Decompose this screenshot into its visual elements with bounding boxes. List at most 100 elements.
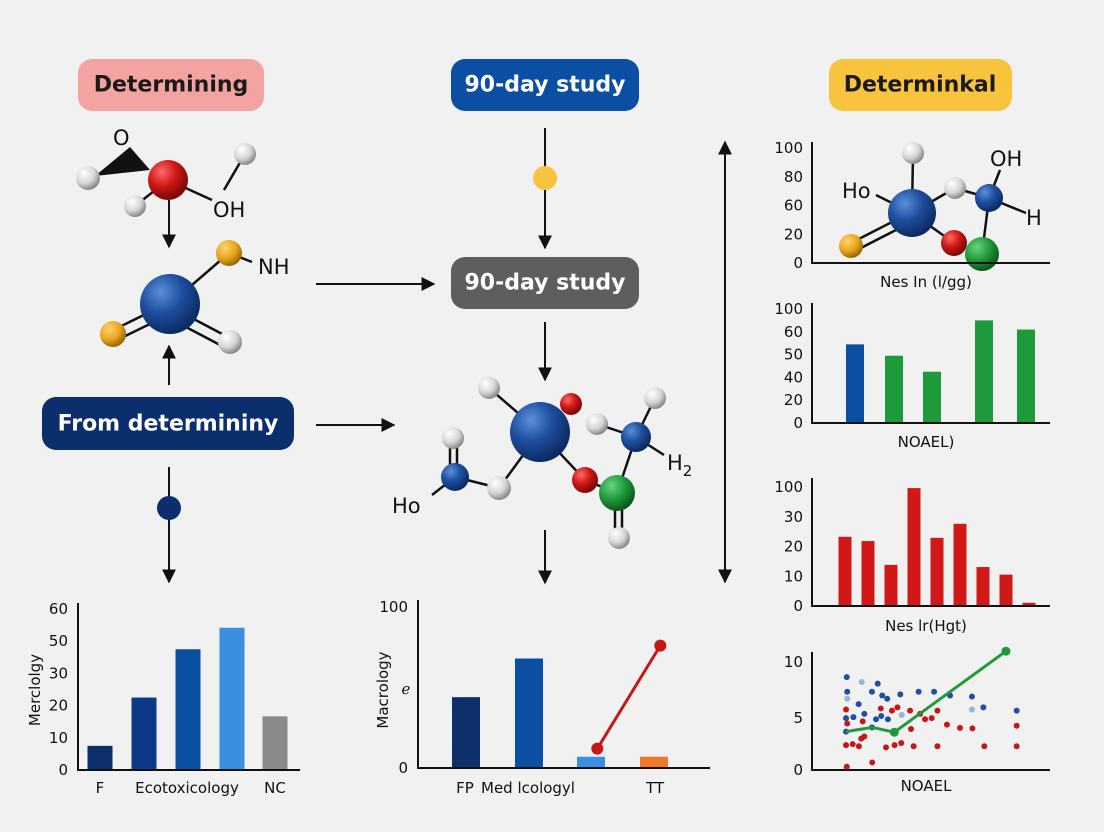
label-ho: Ho xyxy=(842,179,871,203)
bar xyxy=(577,756,605,767)
scatter-point xyxy=(858,735,865,742)
y-tick-label: 100 xyxy=(774,478,803,496)
determining-box-bg xyxy=(78,59,264,111)
scatter-point xyxy=(844,688,851,695)
determinkal-label: Determinkal xyxy=(844,73,997,98)
scatter-point xyxy=(859,718,866,725)
scatter-point xyxy=(883,744,890,751)
scatter-point xyxy=(908,725,915,732)
study-top-box: 90-day study xyxy=(451,59,639,111)
bar xyxy=(923,371,941,422)
bar xyxy=(1022,602,1036,605)
chart-noael-scatter: 10 5 0 NOAEL xyxy=(784,646,1050,795)
chart-axes xyxy=(77,603,300,771)
scatter-point xyxy=(843,715,850,722)
study-top-box-bg xyxy=(451,59,639,111)
y-tick-label: 100 xyxy=(774,300,803,318)
scatter-point xyxy=(858,678,865,685)
scatter-point xyxy=(943,721,950,728)
y-tick-label: 10 xyxy=(784,653,803,671)
atom-red xyxy=(560,393,582,415)
y-tick-label: 50 xyxy=(784,346,803,364)
bar xyxy=(131,697,157,769)
x-category-label: FP xyxy=(456,779,474,797)
scatter-point xyxy=(855,743,862,750)
bar xyxy=(219,627,245,769)
label-oh: OH xyxy=(213,198,245,222)
scatter-point xyxy=(968,706,975,713)
atom-blue xyxy=(621,422,651,452)
scatter-point xyxy=(884,716,891,723)
bar xyxy=(87,745,113,769)
molecule-2: NH xyxy=(100,240,290,354)
y-tick-label: 0 xyxy=(793,414,803,432)
scatter-point xyxy=(981,743,988,750)
atom-grey xyxy=(234,143,256,165)
atom-grey xyxy=(442,427,464,449)
scatter-point xyxy=(878,713,885,719)
atom-yellow xyxy=(216,240,242,266)
atom-grey xyxy=(76,166,100,190)
atom-blue xyxy=(888,189,936,237)
scatter-point xyxy=(898,740,905,746)
chart-noael-bars: 100 60 50 40 20 0 NOAEL) xyxy=(774,300,1050,451)
molecule-1: O OH xyxy=(76,126,256,222)
scatter-point xyxy=(898,711,905,718)
x-category-label: F xyxy=(96,779,105,797)
bar xyxy=(262,716,288,769)
y-tick-label: 20 xyxy=(784,391,803,409)
scatter-point xyxy=(888,707,895,714)
y-tick-label: 20 xyxy=(784,538,803,556)
x-category-label: NC xyxy=(264,779,286,797)
y-axis-glyph: ℯ xyxy=(402,680,411,698)
atom-green xyxy=(965,237,999,271)
scatter-point xyxy=(969,725,976,732)
x-category-label: Ecotoxicology xyxy=(135,779,239,797)
atom-blue xyxy=(140,274,200,334)
atom-grey xyxy=(902,142,924,164)
bar xyxy=(975,320,993,422)
y-tick-label: 0 xyxy=(793,597,803,615)
y-tick-label: 10 xyxy=(49,729,68,747)
bar xyxy=(930,537,944,605)
molecule-4: Ho OH H xyxy=(839,142,1042,271)
atom-red xyxy=(572,467,598,493)
bar xyxy=(884,564,898,605)
scatter-point xyxy=(922,716,929,723)
trend-line xyxy=(845,649,1007,734)
chart-axes xyxy=(811,142,1050,264)
bar xyxy=(846,344,864,422)
y-tick-label: 30 xyxy=(49,664,68,682)
atom-blue xyxy=(441,463,469,491)
chart-ecotox: 60 50 30 20 10 0 F Ecotoxicology NC Merclolgy xyxy=(26,600,300,797)
scatter-point xyxy=(980,704,987,711)
x-category-label: Med lcologyl xyxy=(481,779,575,797)
bar xyxy=(1017,329,1035,422)
atom-grey xyxy=(586,413,608,435)
y-axis-label: Macrology xyxy=(374,651,392,728)
bar xyxy=(175,649,201,769)
scatter-point xyxy=(873,716,880,723)
atom-yellow xyxy=(100,321,126,347)
bar xyxy=(976,567,990,605)
scatter-point xyxy=(879,692,886,699)
y-tick-label: 40 xyxy=(784,368,803,386)
x-axis-label: NOAEL) xyxy=(898,433,955,451)
chart-axes xyxy=(417,600,710,769)
scatter-point xyxy=(869,759,876,766)
atom-blue xyxy=(975,184,1003,212)
scatter-point xyxy=(1013,743,1020,750)
atom-green xyxy=(599,475,635,511)
series-line xyxy=(596,644,662,750)
atom-grey xyxy=(608,527,630,549)
scatter-point xyxy=(915,688,922,695)
atom-grey xyxy=(487,476,511,500)
scatter-point xyxy=(849,741,856,748)
scatter-point xyxy=(877,705,884,712)
atom-grey xyxy=(124,195,146,217)
determining-label: Determining xyxy=(94,73,249,98)
scatter-point xyxy=(1013,722,1020,729)
from-determininy-box-bg xyxy=(42,397,294,450)
study-mid-box-bg xyxy=(451,257,639,309)
y-tick-label: 5 xyxy=(793,709,803,727)
